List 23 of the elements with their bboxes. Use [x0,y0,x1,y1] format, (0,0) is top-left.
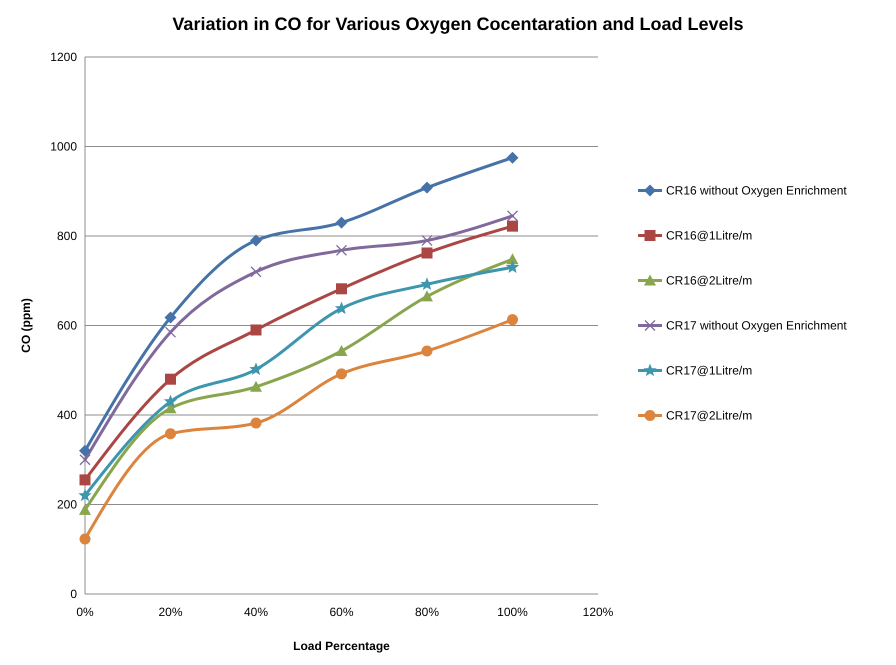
x-tick-label: 60% [329,605,354,619]
y-tick-label: 1200 [50,50,78,64]
y-tick-label: 1000 [50,140,78,154]
legend-label: CR16@1Litre/m [666,228,752,242]
legend-label: CR16 without Oxygen Enrichment [666,184,848,198]
chart-title: Variation in CO for Various Oxygen Cocentaration and Load Levels [172,14,744,34]
legend-label: CR17@2Litre/m [666,408,752,422]
x-axis-title: Load Percentage [293,639,390,653]
x-tick-label: 0% [76,605,94,619]
legend-label: CR16@2Litre/m [666,274,752,288]
y-tick-label: 800 [56,229,78,243]
y-axis-title: CO (ppm) [19,298,33,353]
x-tick-label: 20% [158,605,183,619]
legend-label: CR17 without Oxygen Enrichment [666,318,848,332]
y-tick-label: 400 [56,408,78,422]
y-tick-label: 600 [56,318,78,332]
y-tick-label: 200 [56,498,78,512]
x-tick-label: 120% [582,605,614,619]
legend-label: CR17@1Litre/m [666,364,752,378]
x-tick-label: 80% [414,605,440,619]
y-tick-label: 0 [70,587,78,601]
x-tick-label: 40% [244,605,268,619]
x-tick-label: 100% [497,605,528,619]
